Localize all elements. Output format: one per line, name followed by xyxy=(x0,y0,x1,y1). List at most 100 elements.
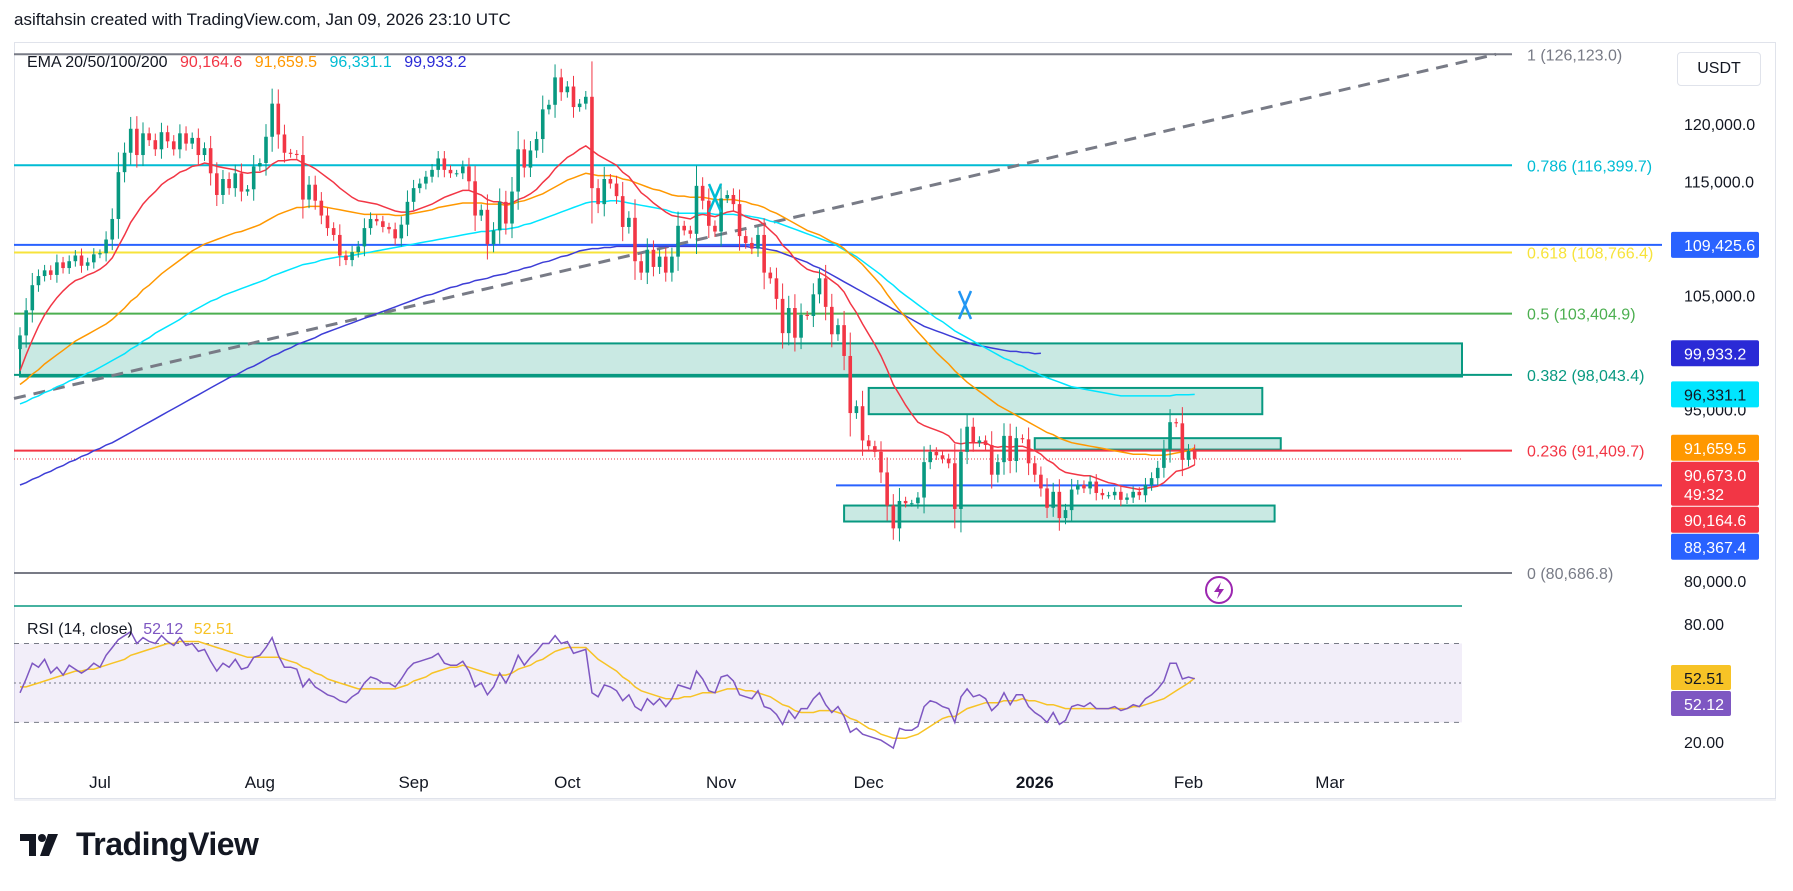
fib-label-0: 0 (80,686.8) xyxy=(1527,566,1613,583)
candle-body xyxy=(1045,488,1049,508)
dashed-trendline xyxy=(13,52,1497,400)
candle-body xyxy=(836,325,840,335)
candle-body xyxy=(750,242,754,249)
candle-body xyxy=(491,230,496,245)
candle-body xyxy=(67,261,71,269)
candle-body xyxy=(1032,463,1037,475)
price-tag-label: 91,659.5 xyxy=(1684,441,1746,458)
candle-body xyxy=(1162,449,1166,468)
ema20-line xyxy=(19,145,1196,491)
candle-body xyxy=(614,183,619,197)
candle-body xyxy=(897,500,902,529)
candle-body xyxy=(1186,450,1191,460)
rsi-axis-label: 20.00 xyxy=(1684,735,1724,752)
candle-body xyxy=(522,149,527,168)
candle-body xyxy=(682,225,686,231)
candle-body xyxy=(1020,438,1025,440)
price-tag-label: 88,367.4 xyxy=(1684,540,1746,557)
candle-body xyxy=(756,234,760,249)
candle-body xyxy=(946,458,951,464)
ema100-value: 96,331.1 xyxy=(329,54,392,71)
candle-body xyxy=(42,270,47,277)
candle-body xyxy=(516,149,520,192)
candle-body xyxy=(596,188,600,205)
rsi-tag-label: 52.51 xyxy=(1684,671,1724,688)
candle-body xyxy=(1180,423,1185,460)
candle-body xyxy=(497,201,502,231)
candle-body xyxy=(645,249,650,273)
candle-body xyxy=(1174,422,1178,424)
candle-body xyxy=(1088,481,1092,489)
rsi-legend[interactable]: RSI (14, close) 52.12 52.51 xyxy=(27,621,240,639)
candle-body xyxy=(331,228,336,235)
candle-body xyxy=(288,152,293,154)
candle-body xyxy=(1143,484,1148,496)
candle-body xyxy=(18,335,22,350)
candle-body xyxy=(842,325,846,356)
time-axis-label: 2026 xyxy=(1016,773,1054,792)
candle-body xyxy=(1112,491,1117,496)
candle-body xyxy=(780,298,785,334)
candle-body xyxy=(319,200,324,216)
ema-cross-marker xyxy=(957,290,973,320)
candle-body xyxy=(1063,510,1068,519)
candle-body xyxy=(36,276,41,286)
price-tag-label: 99,933.2 xyxy=(1684,346,1746,363)
candle-body xyxy=(1051,491,1055,508)
candle-body xyxy=(608,179,613,184)
ema-legend[interactable]: EMA 20/50/100/200 90,164.6 91,659.5 96,3… xyxy=(27,54,475,72)
candle-body xyxy=(577,103,582,108)
price-tag-box xyxy=(1671,461,1759,506)
candle-body xyxy=(1039,474,1043,489)
candle-body xyxy=(430,169,434,177)
candle-body xyxy=(405,201,410,225)
candle-body xyxy=(553,77,557,105)
event-bolt-glyph xyxy=(1214,582,1224,599)
candle-body xyxy=(1076,484,1080,490)
price-tag-box xyxy=(1671,506,1759,533)
candle-body xyxy=(122,152,127,173)
rsi-tag-box xyxy=(1671,691,1731,717)
candle-body xyxy=(873,446,877,452)
candle-body xyxy=(147,133,151,141)
candle-body xyxy=(473,181,477,216)
zone-box-1 xyxy=(867,386,1264,416)
footer: TradingView xyxy=(18,826,259,863)
candle-body xyxy=(731,194,736,205)
rsi-value: 52.12 xyxy=(143,621,184,638)
candle-body xyxy=(1100,492,1105,496)
candle-body xyxy=(307,184,311,200)
candle-body xyxy=(670,256,674,273)
price-axis-label: 115,000.0 xyxy=(1684,174,1754,191)
candle-body xyxy=(688,230,693,234)
candle-body xyxy=(381,221,385,227)
candle-body xyxy=(590,96,594,189)
candle-body xyxy=(627,217,631,227)
candle-body xyxy=(860,406,865,441)
fib-label-0.5: 0.5 (103,404.9) xyxy=(1527,307,1636,324)
candle-body xyxy=(928,451,932,463)
candle-body xyxy=(436,158,440,170)
candle-body xyxy=(98,253,102,255)
candle-body xyxy=(85,262,90,266)
candle-body xyxy=(676,225,680,257)
currency-selector[interactable]: USDT xyxy=(1677,52,1761,86)
candle-body xyxy=(996,462,1000,475)
fib-label-0.382: 0.382 (98,043.4) xyxy=(1527,368,1644,385)
candle-body xyxy=(916,497,920,504)
price-axis-label: 120,000.0 xyxy=(1684,117,1755,134)
candle-body xyxy=(1106,495,1111,497)
candle-body xyxy=(848,355,853,414)
candle-body xyxy=(190,137,194,144)
zone-box-0 xyxy=(19,342,1463,378)
rsi-axis-label: 80.00 xyxy=(1684,617,1724,634)
candle-body xyxy=(165,132,170,142)
candle-body xyxy=(768,272,773,279)
candle-body xyxy=(1002,435,1006,463)
price-tag-countdown: 49:32 xyxy=(1684,487,1724,504)
candle-body xyxy=(73,255,78,262)
tradingview-brand: TradingView xyxy=(76,826,259,862)
candle-body xyxy=(424,176,428,184)
candle-body xyxy=(700,185,705,201)
